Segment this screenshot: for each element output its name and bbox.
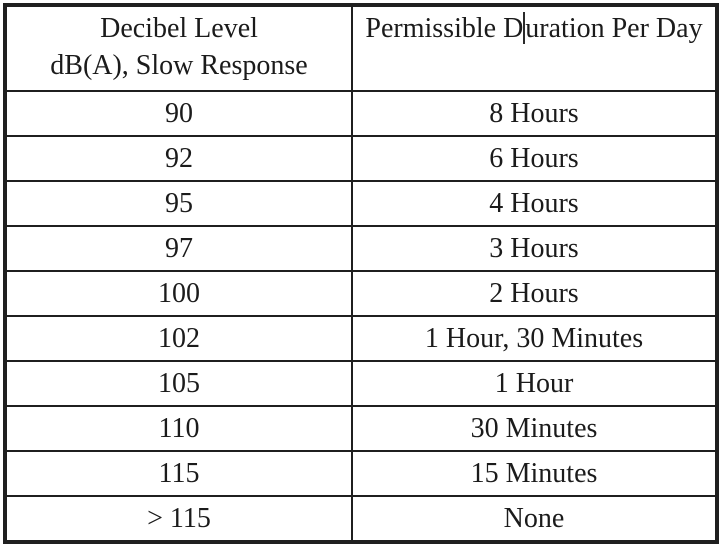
duration-cell: 30 Minutes [351,405,718,452]
decibel-cell: 97 [4,225,353,272]
header-cell-permissible-duration[interactable]: Permissible Duration Per Day [351,4,718,92]
header-decibel-line2: dB(A), Slow Response [50,50,308,82]
table-row: 105 1 Hour [4,360,718,407]
table-row: 97 3 Hours [4,225,718,272]
decibel-cell: 95 [4,180,353,227]
header-decibel-line1: Decibel Level [100,13,258,44]
decibel-cell: 102 [4,315,353,362]
duration-cell: None [351,495,718,543]
table-row: 95 4 Hours [4,180,718,227]
duration-cell: 1 Hour, 30 Minutes [351,315,718,362]
decibel-cell: 100 [4,270,353,317]
table-row: > 115 None [4,495,718,543]
duration-cell: 15 Minutes [351,450,718,497]
noise-exposure-table: Decibel Level dB(A), Slow Response Permi… [3,3,719,544]
table-row: 100 2 Hours [4,270,718,317]
duration-cell: 8 Hours [351,90,718,137]
decibel-cell: 115 [4,450,353,497]
decibel-cell: > 115 [4,495,353,543]
table-row: 102 1 Hour, 30 Minutes [4,315,718,362]
decibel-cell: 105 [4,360,353,407]
table-row: 115 15 Minutes [4,450,718,497]
duration-cell: 6 Hours [351,135,718,182]
decibel-cell: 90 [4,90,353,137]
decibel-cell: 92 [4,135,353,182]
duration-cell: 4 Hours [351,180,718,227]
duration-cell: 2 Hours [351,270,718,317]
header-cell-decibel-level: Decibel Level dB(A), Slow Response [4,4,353,92]
table-row: 110 30 Minutes [4,405,718,452]
decibel-cell: 110 [4,405,353,452]
text-cursor [523,12,526,44]
table-row: 90 8 Hours [4,90,718,137]
header-duration-text-after: uration Per Day [525,13,703,44]
duration-cell: 1 Hour [351,360,718,407]
table-row: 92 6 Hours [4,135,718,182]
header-duration-text-before: Permissible D [365,13,524,44]
duration-cell: 3 Hours [351,225,718,272]
header-row: Decibel Level dB(A), Slow Response Permi… [4,4,718,92]
noise-exposure-table-container: Decibel Level dB(A), Slow Response Permi… [3,3,719,544]
